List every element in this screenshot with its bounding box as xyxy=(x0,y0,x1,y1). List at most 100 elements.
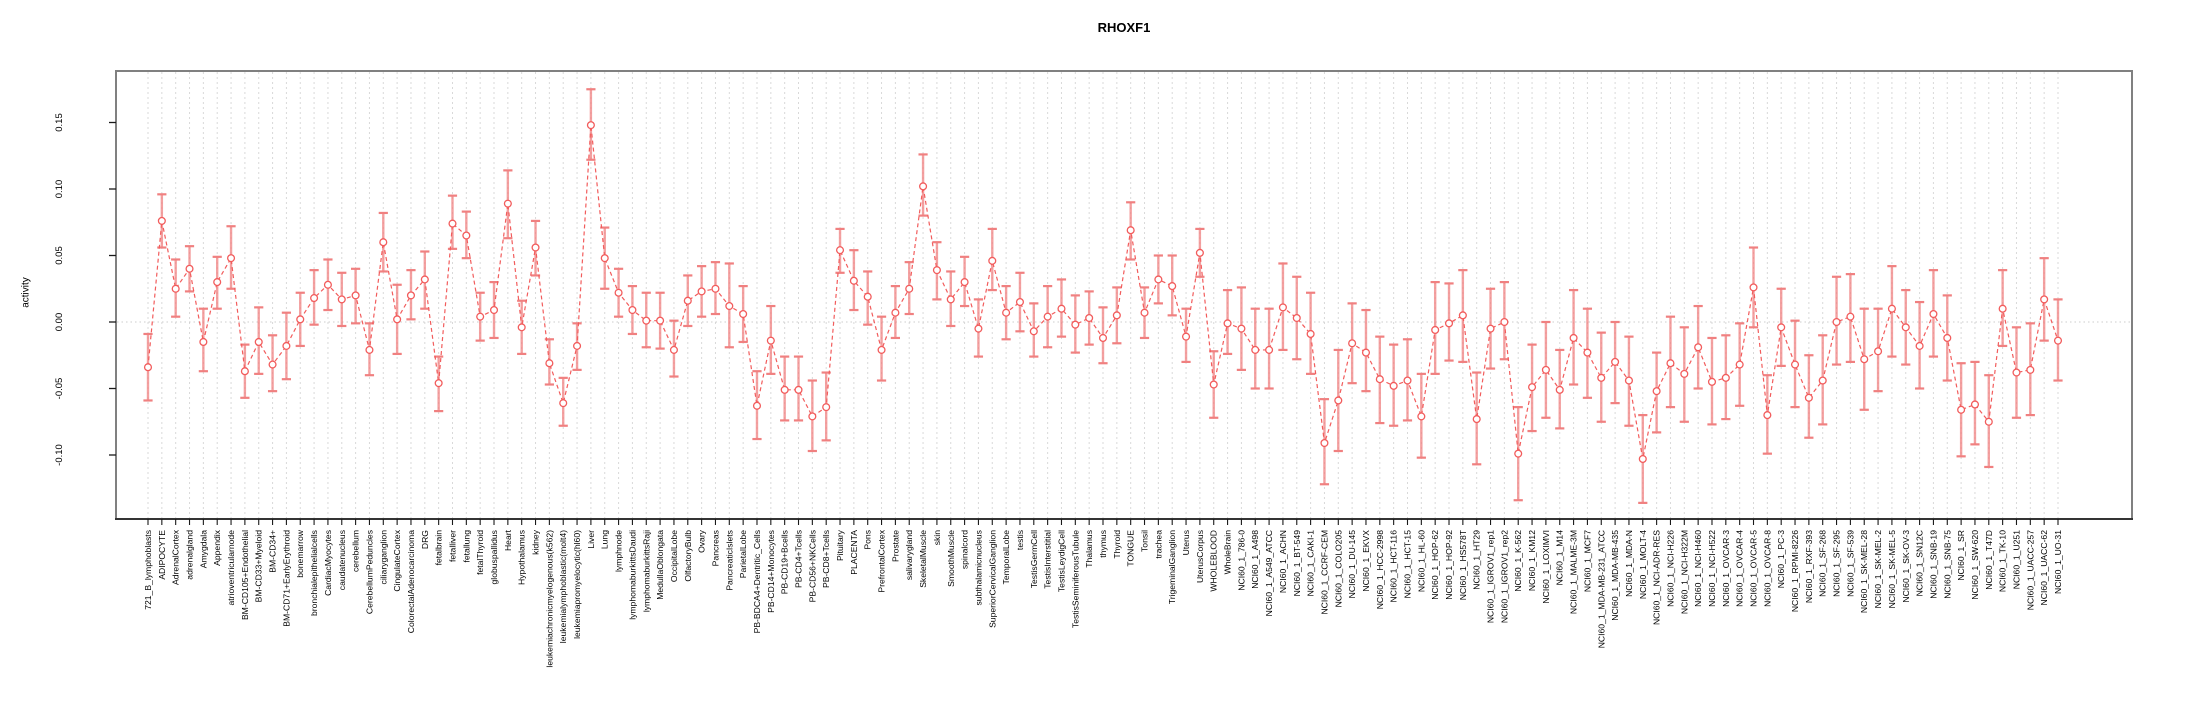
data-point xyxy=(683,296,692,305)
y-tick-label: 0.15 xyxy=(54,113,65,132)
x-tick-label: trachea xyxy=(1153,530,1163,559)
x-tick-label: PB-CD56+NKCells xyxy=(807,530,817,602)
data-point xyxy=(1486,324,1495,333)
data-point xyxy=(517,323,526,332)
data-point xyxy=(711,284,720,293)
y-tick-label: 0.10 xyxy=(54,180,65,199)
data-point xyxy=(988,256,997,265)
x-tick-label: adrenalgland xyxy=(185,530,195,580)
x-tick-label: Pons xyxy=(863,530,873,550)
x-tick-label: spinalcord xyxy=(960,530,970,569)
x-tick-label: NCI60_1_A549_ATCC xyxy=(1264,530,1274,616)
data-point xyxy=(669,345,678,354)
data-point xyxy=(835,246,845,255)
data-point xyxy=(226,254,236,263)
y-axis-title: activity xyxy=(20,277,32,308)
data-point xyxy=(697,287,706,296)
data-point xyxy=(379,238,388,247)
data-point xyxy=(489,305,499,315)
data-point xyxy=(1597,373,1606,382)
data-point xyxy=(1029,327,1038,336)
x-tick-label: Pituitary xyxy=(835,529,845,561)
data-point xyxy=(337,295,346,304)
data-point xyxy=(1154,275,1163,284)
data-point xyxy=(545,359,554,368)
x-tick-label: NCI60_1_MDA-MB-231_ATCC xyxy=(1596,530,1606,648)
data-point xyxy=(448,219,457,228)
x-tick-label: fetalThyroid xyxy=(475,530,485,575)
data-point xyxy=(891,308,900,317)
x-tick-label: OlfactoryBulb xyxy=(683,530,693,582)
data-point xyxy=(1901,323,1910,332)
x-tick-label: AdrenalCortex xyxy=(171,529,181,585)
x-tick-label: PrefrontalCortex xyxy=(877,529,887,592)
x-tick-label: cerebellum xyxy=(351,530,361,572)
data-point xyxy=(919,182,928,191)
data-point xyxy=(808,412,817,421)
x-tick-label: NCI60_1_M14 xyxy=(1555,530,1565,586)
data-point xyxy=(600,254,609,263)
x-tick-label: NCI60_1_T47D xyxy=(1984,530,1994,590)
x-tick-label: NCI60_1_K-562 xyxy=(1513,530,1523,592)
data-point xyxy=(877,345,886,354)
x-tick-label: thymus xyxy=(1098,530,1108,558)
data-point xyxy=(1846,312,1855,321)
x-tick-label: ParietalLobe xyxy=(738,530,748,578)
x-tick-label: NCI60_1_DU-145 xyxy=(1347,530,1357,599)
data-point xyxy=(1002,308,1011,317)
x-tick-label: 721_B_lymphoblasts xyxy=(143,530,153,610)
data-point xyxy=(1237,324,1246,333)
data-point xyxy=(171,284,180,293)
data-point xyxy=(420,275,429,284)
data-point xyxy=(739,309,748,319)
data-point xyxy=(406,291,416,300)
data-point xyxy=(1306,329,1315,339)
x-tick-label: NCI60_1_786-0 xyxy=(1236,530,1246,591)
x-tick-label: NCI60_1_SK-OV-3 xyxy=(1901,530,1911,603)
x-tick-label: kidney xyxy=(531,529,541,555)
x-tick-label: NCI60_1_HS578T xyxy=(1458,529,1468,600)
data-point xyxy=(780,385,789,394)
x-tick-label: PLACENTA xyxy=(849,530,859,575)
x-tick-label: NCI60_1_SK-MEL-28 xyxy=(1859,530,1869,613)
x-tick-label: PancreaticIslets xyxy=(724,530,734,591)
data-point xyxy=(1970,400,1980,409)
x-tick-label: NCI60_1_OVCAR-8 xyxy=(1762,530,1772,607)
data-point xyxy=(1541,365,1550,374)
data-point xyxy=(1292,313,1301,323)
x-tick-label: CingulateCortex xyxy=(392,529,402,591)
data-point xyxy=(1887,304,1896,313)
data-point xyxy=(1126,226,1135,235)
data-point xyxy=(310,294,319,303)
x-tick-label: NCI60_1_HOP-92 xyxy=(1444,530,1454,600)
data-point xyxy=(1375,375,1384,384)
x-tick-label: NCI60_1_NCI-H522 xyxy=(1707,530,1717,607)
x-tick-label: BM-CD33+Myeloid xyxy=(254,530,264,603)
x-tick-label: SkeletalMuscle xyxy=(918,530,928,588)
data-point xyxy=(2053,336,2063,345)
x-tick-label: Appendix xyxy=(212,529,222,566)
x-tick-label: ColorectalAdenocarcinoma xyxy=(406,530,416,633)
x-tick-label: NCI60_1_SK-MEL-5 xyxy=(1887,530,1897,609)
data-point xyxy=(1638,454,1647,464)
y-tick-label: -0.05 xyxy=(54,378,65,400)
data-point xyxy=(1860,355,1869,364)
x-tick-label: OccipitalLobe xyxy=(669,530,679,582)
data-point xyxy=(1694,343,1703,352)
x-tick-label: ciliaryganglion xyxy=(378,530,388,585)
data-point xyxy=(1389,381,1398,390)
x-tick-label: Tonsil xyxy=(1140,530,1150,552)
data-point xyxy=(1140,308,1149,317)
x-tick-label: atrioventricularnode xyxy=(226,530,236,606)
x-tick-label: Hypothalamus xyxy=(517,530,527,585)
x-tick-label: NCI60_1_OVCAR-3 xyxy=(1721,530,1731,607)
x-tick-label: subthalamicnucleus xyxy=(973,530,983,605)
data-point xyxy=(1431,325,1440,335)
data-point xyxy=(2026,365,2035,374)
data-point xyxy=(351,291,360,300)
x-tick-label: leukemiachronicmyelogenous(k562) xyxy=(544,530,554,668)
x-tick-label: NCI60_1_BT-549 xyxy=(1292,530,1302,597)
x-tick-label: Ovary xyxy=(697,529,707,553)
